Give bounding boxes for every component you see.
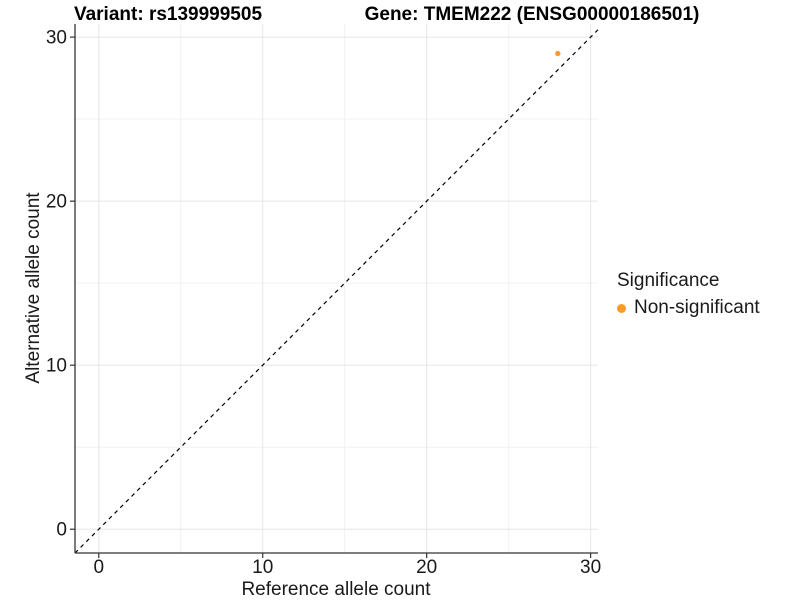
variant-title: Variant: rs139999505 <box>73 4 263 25</box>
legend-entries: Non-significant <box>617 297 760 319</box>
gene-title: Gene: TMEM222 (ENSG00000186501) <box>364 4 700 25</box>
y-tick-label: 30 <box>46 28 67 49</box>
x-tick-label: 30 <box>580 557 601 578</box>
identity-line <box>74 29 599 554</box>
legend: Significance Non-significant <box>617 270 760 319</box>
legend-title: Significance <box>617 270 720 291</box>
x-tick-label: 0 <box>93 557 104 578</box>
x-tick-label: 10 <box>252 557 273 578</box>
y-axis-title: Alternative allele count <box>23 192 44 384</box>
legend-key-dot-icon <box>617 303 626 313</box>
y-tick-label: 10 <box>46 356 67 377</box>
x-axis-title: Reference allele count <box>241 579 431 600</box>
data-point <box>555 50 561 57</box>
y-tick-label: 0 <box>56 520 67 541</box>
legend-entry-label: Non-significant <box>634 297 760 318</box>
y-tick-label: 20 <box>46 192 67 213</box>
x-tick-label: 20 <box>416 557 437 578</box>
legend-entry: Non-significant <box>617 297 760 319</box>
